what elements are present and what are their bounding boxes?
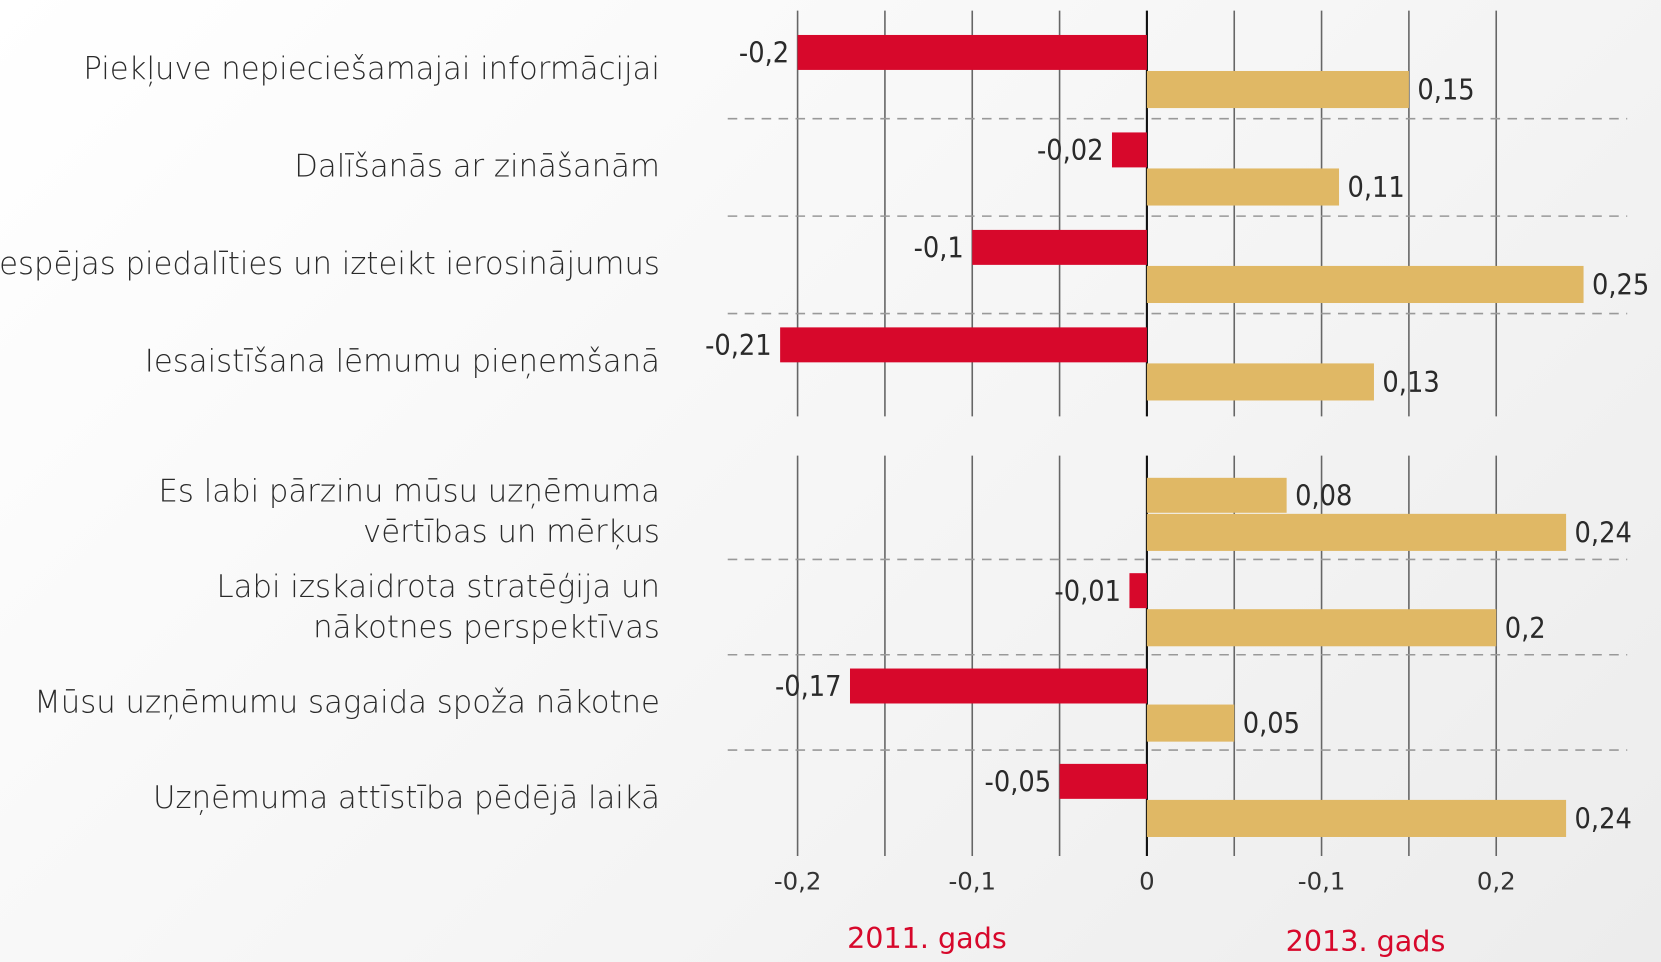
category-line: Dalīšanās ar zināšanām (294, 148, 660, 184)
value-label: -0,17 (775, 669, 842, 703)
value-label: 0,05 (1243, 706, 1300, 740)
category-label: Uzņēmuma attīstība pēdējā laikā (153, 779, 660, 815)
category-line: Piekļuve nepieciešamajai informācijai (83, 50, 660, 86)
value-label: -0,05 (985, 764, 1052, 798)
x-tick-label: -0,2 (774, 867, 822, 896)
category-label: Es labi pārzinu mūsu uzņēmuma vērtības un… (159, 473, 660, 549)
bar (1146, 609, 1497, 647)
bar (1146, 168, 1340, 206)
bar (1129, 573, 1147, 609)
bar (1146, 70, 1409, 109)
category-label: Iesaistīšana lēmumu pieņemšanā (145, 343, 660, 379)
bar (972, 229, 1147, 265)
bar (1146, 265, 1584, 304)
value-label: 0,24 (1575, 802, 1632, 836)
category-line: Iesaistīšana lēmumu pieņemšanā (145, 343, 660, 379)
category-line: Labi izskaidrota stratēģija un (217, 569, 660, 605)
bar (1146, 363, 1374, 401)
bar (849, 668, 1147, 704)
category-label: Piekļuve nepieciešamajai informācijai (83, 50, 660, 86)
value-label: 0,08 (1295, 478, 1352, 512)
category-label: Dalīšanās ar zināšanām (294, 148, 660, 184)
value-label: -0,01 (1054, 574, 1121, 608)
category-line: Uzņēmuma attīstība pēdējā laikā (153, 779, 660, 815)
value-label: -0,21 (705, 328, 772, 362)
bar (1146, 704, 1235, 742)
bar (1146, 513, 1567, 551)
value-label: 0,25 (1592, 268, 1649, 302)
legend-label: 2011. gads (847, 921, 1007, 955)
value-label: -0,2 (739, 36, 789, 70)
value-label: 0,13 (1382, 365, 1439, 399)
value-label: 0,2 (1505, 611, 1546, 645)
x-tick-label: 0 (1139, 867, 1154, 896)
bar (1146, 477, 1287, 513)
bar (797, 34, 1147, 70)
category-label: Mūsu uzņēmumu sagaida spoža nākotne (34, 684, 660, 720)
value-label: -0,02 (1037, 133, 1104, 167)
category-line: Iespējas piedalīties un izteikt ierosinā… (0, 245, 660, 281)
category-line: Es labi pārzinu mūsu uzņēmuma (159, 473, 660, 509)
category-label: Labi izskaidrota stratēģija un nākotnes p… (217, 569, 660, 645)
bar (1146, 799, 1567, 837)
legend-label: 2013. gads (1286, 924, 1446, 958)
category-label: Iespējas piedalīties un izteikt ierosinā… (0, 245, 660, 281)
x-tick-label: -0,1 (948, 867, 996, 896)
value-label: 0,11 (1348, 170, 1405, 204)
bar (1059, 763, 1147, 799)
value-label: 0,15 (1417, 73, 1474, 107)
x-tick-label: 0,2 (1477, 867, 1516, 896)
value-label: 0,24 (1575, 516, 1632, 550)
bar (780, 327, 1147, 363)
x-tick-label: -0,1 (1298, 867, 1346, 896)
bar (1111, 132, 1147, 168)
category-line: vērtības un mērķus (363, 513, 660, 549)
category-line: Mūsu uzņēmumu sagaida spoža nākotne (34, 684, 660, 720)
category-line: nākotnes perspektīvas (313, 609, 660, 645)
value-label: -0,1 (914, 231, 964, 265)
